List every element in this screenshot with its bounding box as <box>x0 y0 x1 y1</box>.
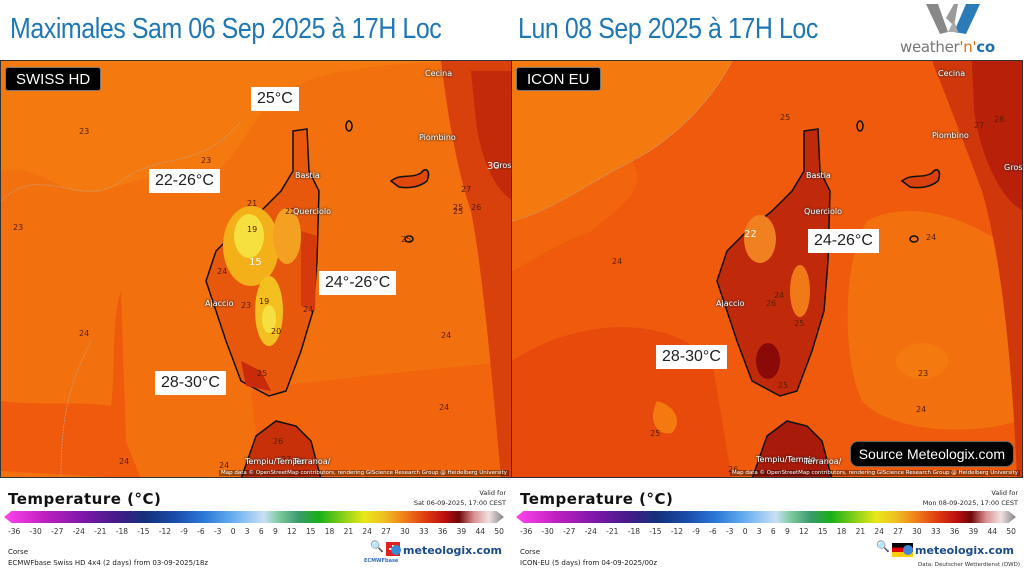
isotherm-label: 25 <box>257 369 268 378</box>
w-logo-icon <box>926 4 980 34</box>
city-label-ajaccio: Ajaccio <box>205 299 234 308</box>
legend-swiss-hd: Temperature (°C) Valid for Sat 06-09-202… <box>0 478 512 572</box>
temperature-map-swiss-hd <box>1 61 511 477</box>
city-label-bastia: Bastia <box>806 171 831 180</box>
isotherm-label: 28 <box>994 115 1005 124</box>
isotherm-label: 24 <box>303 305 314 314</box>
isotherm-label: 27 <box>974 121 985 130</box>
isotherm-label: 24 <box>774 291 785 300</box>
legend-title: Temperature (°C) <box>520 490 674 508</box>
callout-west-corsica: 22-26°C <box>149 169 220 193</box>
city-label-tempio: Tempiu/Tempio <box>245 457 305 466</box>
isotherm-label: 30 <box>487 161 500 172</box>
city-label-cecina: Cecina <box>938 69 966 78</box>
ecmwf-logo: ECMWFbase <box>364 558 399 564</box>
city-label-piombino: Piombino <box>419 133 456 142</box>
source-badge: Source Meteologix.com <box>849 441 1014 467</box>
region-label: Corse <box>8 548 29 556</box>
isotherm-label: 23 <box>13 223 24 232</box>
model-badge: SWISS HD <box>5 67 102 91</box>
weather-n-co-logo: weather'n'co <box>898 0 1022 60</box>
isotherm-label: 26 <box>728 465 739 474</box>
legend-title: Temperature (°C) <box>8 490 162 508</box>
valid-time: Valid for Mon 08-09-2025, 17:00 CEST <box>922 489 1018 507</box>
isotherm-label: 25 <box>401 235 412 244</box>
data-credit: Data: Deutscher Wetterdienst (DWD) <box>918 562 1020 568</box>
isotherm-label: 25 <box>650 429 661 438</box>
isotherm-label: 19 <box>259 297 270 306</box>
callout-south-corsica: 28-30°C <box>656 345 727 369</box>
city-label-piombino: Piombino <box>932 131 969 140</box>
city-label-bastia: Bastia <box>295 171 320 180</box>
meteologix-logo[interactable]: meteologix.com <box>903 544 1014 557</box>
map-attribution: Map data © OpenStreetMap contributors, r… <box>219 470 509 476</box>
meteologix-icon <box>903 545 914 555</box>
map-panel-icon-eu[interactable]: ICON EU 24-26°C 28-30°C 25 24 24 24 23 2… <box>511 60 1023 478</box>
callout-north-sea: 25°C <box>251 87 299 111</box>
isotherm-label: 23 <box>201 156 212 165</box>
callout-east-corsica: 24-26°C <box>808 229 879 253</box>
isotherm-label: 25 <box>453 207 464 216</box>
city-label-terranova: Terranoa/ <box>804 457 842 466</box>
isotherm-label: 27 <box>281 455 292 464</box>
isotherm-label: 24 <box>441 331 452 340</box>
map-attribution: Map data © OpenStreetMap contributors, r… <box>730 470 1020 476</box>
isotherm-label: 15 <box>249 257 262 268</box>
meteologix-logo[interactable]: meteologix.com <box>391 544 502 557</box>
right-map-title: Lun 08 Sep 2025 à 17H Loc <box>518 13 818 45</box>
isotherm-label: 24 <box>217 267 228 276</box>
city-label-querciolo: Querciolo <box>804 207 843 216</box>
scale-ticks: -36 -30 -27 -24 -21 -18 -15 -12 -9 -6 -3 0 3 6 9 12 15 18… <box>520 527 1016 536</box>
isotherm-label: 26 <box>273 437 284 446</box>
isotherm-label: 24 <box>612 257 623 266</box>
isotherm-label: 24 <box>119 457 130 466</box>
region-label: Corse <box>520 548 541 556</box>
isotherm-label: 25 <box>794 319 805 328</box>
isotherm-label: 26 <box>766 299 777 308</box>
logo-wordmark: weather'n'co <box>900 38 995 56</box>
isotherm-label: 24 <box>439 403 450 412</box>
isotherm-label: 19 <box>247 225 258 234</box>
left-map-title: Maximales Sam 06 Sep 2025 à 17H Loc <box>10 13 442 45</box>
magnifier-hd-icon: 🔍 <box>876 540 890 553</box>
magnifier-hd-icon: 🔍 <box>370 540 384 553</box>
callout-east-corsica: 24°-26°C <box>319 271 397 295</box>
city-label-terranova: Terranoa/ <box>293 457 331 466</box>
city-label-cecina: Cecina <box>425 69 453 78</box>
isotherm-label: 25 <box>778 381 789 390</box>
isotherm-label: 23 <box>241 301 252 310</box>
city-label-ajaccio: Ajaccio <box>716 299 745 308</box>
temperature-color-scale <box>4 511 504 523</box>
isotherm-label: 22 <box>744 229 757 240</box>
model-info: ECMWFbase Swiss HD 4x4 (2 days) from 03-… <box>8 559 209 567</box>
callout-south-corsica: 28-30°C <box>155 371 226 395</box>
city-label-grosseto: Gros <box>493 161 512 170</box>
isotherm-label: 24 <box>79 329 90 338</box>
meteologix-icon <box>391 545 402 555</box>
isotherm-label: 21 <box>247 199 258 208</box>
isotherm-label: 26 <box>471 203 482 212</box>
isotherm-label: 22 <box>285 207 296 216</box>
scale-ticks: -36 -30 -27 -24 -21 -18 -15 -12 -9 -6 -3 0 3 6 9 12 15 18… <box>8 527 504 536</box>
model-info: ICON-EU (5 days) from 04-09-2025/00z <box>520 559 658 567</box>
model-badge: ICON EU <box>516 67 601 91</box>
isotherm-label: 27 <box>461 185 472 194</box>
temperature-color-scale <box>516 511 1016 523</box>
isotherm-label: 24 <box>926 233 937 242</box>
map-panel-swiss-hd[interactable]: SWISS HD 25°C 22-26°C 24°-26°C 28-30°C 2… <box>0 60 512 478</box>
city-label-grosseto: Gros <box>1004 163 1023 172</box>
isotherm-label: 20 <box>271 327 282 336</box>
isotherm-label: 25 <box>780 113 791 122</box>
isotherm-label: 24 <box>916 405 927 414</box>
isotherm-label: 23 <box>918 369 929 378</box>
city-label-tempio: Tempiu/Tempio <box>756 455 816 464</box>
isotherm-label: 24 <box>219 461 230 470</box>
legend-icon-eu: Temperature (°C) Valid for Mon 08-09-202… <box>512 478 1024 572</box>
city-label-querciolo: Querciolo <box>293 207 332 216</box>
valid-time: Valid for Sat 06-09-2025, 17:00 CEST <box>413 489 506 507</box>
isotherm-label: 25 <box>453 203 464 212</box>
isotherm-label: 23 <box>79 127 90 136</box>
temperature-map-icon-eu <box>512 61 1022 477</box>
